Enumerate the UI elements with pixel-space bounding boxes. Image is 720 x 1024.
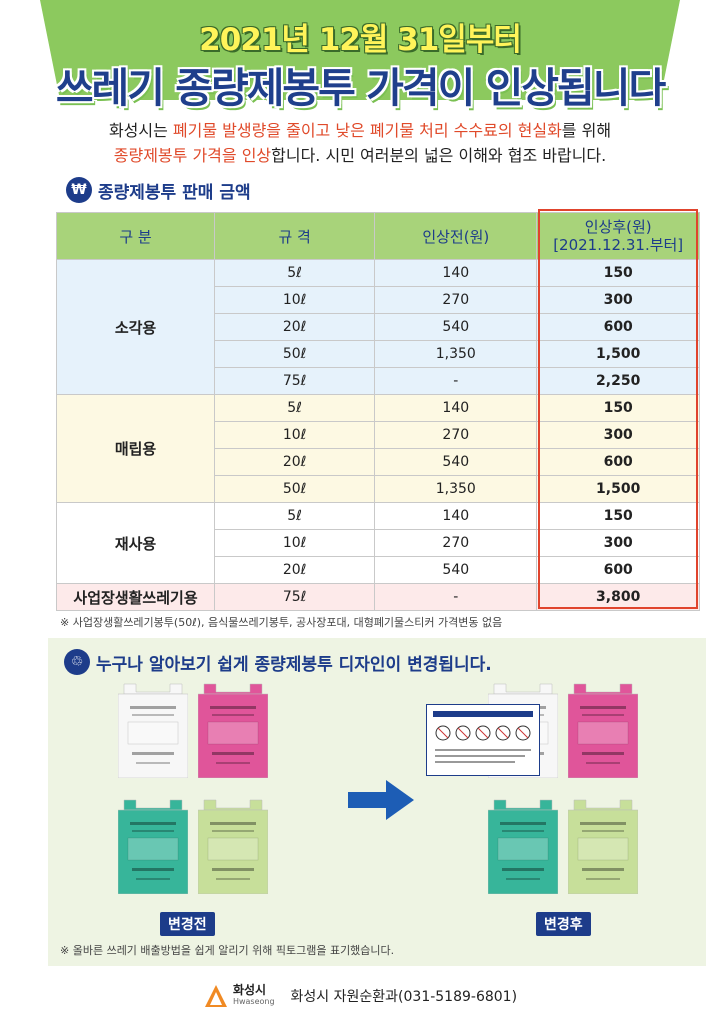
size-cell: 10ℓ — [214, 529, 376, 557]
before-cell: - — [374, 583, 538, 611]
before-label: 변경전 — [160, 912, 215, 936]
price-section-heading: ₩ 종량제봉투 판매 금액 — [66, 176, 251, 204]
after-cell: 300 — [536, 529, 700, 557]
after-cell: 150 — [536, 259, 700, 287]
after-cell: 600 — [536, 448, 700, 476]
size-cell: 75ℓ — [214, 367, 376, 395]
category-cell: 소각용 — [55, 259, 216, 395]
table-row: 사업장생활쓰레기용 75ℓ -3,800 — [55, 583, 700, 611]
bag-lime-before — [197, 798, 269, 895]
price-table: 구 분 규 격 인상전(원) 인상후(원) [2021.12.31.부터] 소각… — [55, 212, 700, 611]
after-cell: 1,500 — [536, 475, 700, 503]
bag-lime-after — [567, 798, 639, 895]
city-logo: 화성시 Hwaseong — [203, 983, 275, 1009]
before-cell: 140 — [374, 259, 538, 287]
after-label: 변경후 — [536, 912, 591, 936]
before-cell: 540 — [374, 313, 538, 341]
before-cell: 270 — [374, 421, 538, 449]
bag-green-before — [117, 798, 189, 895]
size-cell: 75ℓ — [214, 583, 376, 611]
col-before: 인상전(원) — [374, 212, 538, 260]
hwaseong-logo-icon — [204, 985, 227, 1007]
bag-pink-after — [567, 682, 639, 779]
before-cell: 1,350 — [374, 340, 538, 368]
col-after: 인상후(원) [2021.12.31.부터] — [536, 212, 700, 260]
coin-icon: ₩ — [66, 177, 92, 203]
intro-text: 화성시는 폐기물 발생량을 줄이고 낮은 폐기물 처리 수수료의 현실화를 위해… — [108, 121, 612, 165]
size-cell: 50ℓ — [214, 475, 376, 503]
bag-pink-before — [197, 682, 269, 779]
arrow-right-icon — [348, 780, 414, 820]
table-row: 매립용 5ℓ 140 150 — [55, 394, 700, 503]
after-cell: 300 — [536, 421, 700, 449]
size-cell: 5ℓ — [214, 394, 376, 422]
table-row: 10ℓ 270 300 — [57, 286, 700, 314]
after-cell: 150 — [536, 502, 700, 530]
after-cell: 300 — [536, 286, 700, 314]
size-cell: 5ℓ — [214, 502, 376, 530]
bag-white-before — [117, 682, 189, 779]
after-cell: 2,250 — [536, 367, 700, 395]
footer: 화성시 Hwaseong 화성시 자원순환과(031-5189-6801) — [0, 976, 720, 1016]
before-cell: - — [374, 367, 538, 395]
size-cell: 10ℓ — [214, 286, 376, 314]
price-note: ※ 사업장생활쓰레기봉투(50ℓ), 음식물쓰레기봉투, 공사장포대, 대형폐기… — [60, 616, 503, 629]
category-cell: 사업장생활쓰레기용 — [55, 583, 216, 611]
size-cell: 50ℓ — [214, 340, 376, 368]
table-row: 10ℓ 270 300 — [57, 529, 700, 557]
after-cell: 1,500 — [536, 340, 700, 368]
table-row: 10ℓ 270 300 — [57, 421, 700, 449]
table-row: 소각용 5ℓ 140 150 — [55, 259, 700, 395]
size-cell: 20ℓ — [214, 448, 376, 476]
table-row: 50ℓ 1,350 1,500 — [57, 340, 700, 368]
before-cell: 270 — [374, 286, 538, 314]
before-cell: 140 — [374, 502, 538, 530]
bag-green-after — [487, 798, 559, 895]
after-cell: 3,800 — [536, 583, 700, 611]
design-panel: ♲ 누구나 알아보기 쉽게 종량제봉투 디자인이 변경됩니다. 변경전 변경후 … — [48, 638, 706, 966]
table-row: 20ℓ 540 600 — [57, 556, 700, 584]
col-size: 규 격 — [214, 212, 376, 260]
col-category: 구 분 — [55, 212, 216, 260]
before-cell: 540 — [374, 556, 538, 584]
date-line: 2021년 12월 31일부터 — [199, 22, 522, 58]
banner-shape — [40, 0, 680, 100]
pictogram-notice — [426, 704, 540, 776]
size-cell: 20ℓ — [214, 556, 376, 584]
category-cell: 재사용 — [55, 502, 216, 584]
table-row: 50ℓ 1,350 1,500 — [57, 475, 700, 503]
after-cell: 600 — [536, 313, 700, 341]
contact-text: 화성시 자원순환과(031-5189-6801) — [290, 989, 518, 1005]
size-cell: 5ℓ — [214, 259, 376, 287]
page-title: 쓰레기 종량제봉투 가격이 인상됩니다 — [55, 64, 666, 112]
table-row: 재사용 5ℓ 140 150 — [55, 502, 700, 584]
bag-icon: ♲ — [64, 649, 90, 675]
before-cell: 1,350 — [374, 475, 538, 503]
after-cell: 150 — [536, 394, 700, 422]
category-cell: 매립용 — [55, 394, 216, 503]
size-cell: 20ℓ — [214, 313, 376, 341]
design-note: ※ 올바른 쓰레기 배출방법을 쉽게 알리기 위해 픽토그램을 표기했습니다. — [60, 944, 395, 957]
after-cell: 600 — [536, 556, 700, 584]
before-cell: 140 — [374, 394, 538, 422]
design-section-heading: ♲ 누구나 알아보기 쉽게 종량제봉투 디자인이 변경됩니다. — [64, 648, 492, 676]
header-banner: 2021년 12월 31일부터 쓰레기 종량제봉투 가격이 인상됩니다 — [0, 0, 720, 112]
table-row: 20ℓ 540 600 — [57, 448, 700, 476]
size-cell: 10ℓ — [214, 421, 376, 449]
before-cell: 540 — [374, 448, 538, 476]
before-cell: 270 — [374, 529, 538, 557]
